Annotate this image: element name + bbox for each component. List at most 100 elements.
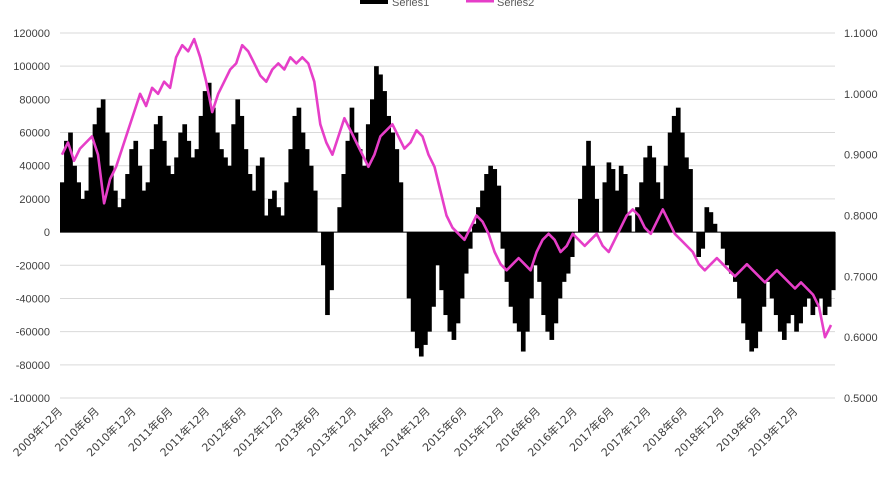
series1-bar bbox=[382, 91, 387, 233]
y-right-tick-label: 1.0000 bbox=[844, 89, 878, 101]
series1-bar bbox=[235, 99, 241, 233]
series1-bar bbox=[206, 82, 212, 233]
series1-bar bbox=[418, 232, 424, 357]
series1-bar bbox=[663, 165, 669, 233]
series1-bar bbox=[626, 215, 632, 233]
series1-bar bbox=[545, 232, 551, 332]
series1-bar bbox=[541, 232, 546, 316]
series1-bar bbox=[512, 232, 518, 324]
legend-label-series2: Series2 bbox=[497, 0, 534, 9]
series1-bar bbox=[325, 232, 330, 316]
series1-bar bbox=[520, 232, 526, 352]
series1-bar bbox=[72, 165, 77, 233]
series1-bar bbox=[300, 132, 306, 233]
series1-bar bbox=[802, 232, 808, 307]
series1-bar bbox=[643, 157, 648, 233]
y-left-tick-label: -20000 bbox=[16, 260, 50, 272]
series1-bar bbox=[773, 232, 779, 316]
series1-bar bbox=[610, 169, 616, 233]
series1-bar bbox=[586, 140, 591, 233]
series1-bar bbox=[414, 232, 420, 349]
series1-bar bbox=[431, 232, 436, 307]
y-left-tick-label: 0 bbox=[44, 227, 50, 239]
series1-bar bbox=[365, 124, 371, 233]
series1-bar bbox=[198, 115, 204, 233]
series1-bar bbox=[590, 165, 595, 233]
series1-bar bbox=[635, 207, 640, 233]
series1-bar bbox=[508, 232, 514, 307]
y-left-tick-label: 20000 bbox=[19, 194, 50, 206]
series1-bar bbox=[830, 232, 836, 291]
series1-bar bbox=[76, 182, 81, 233]
series1-bar bbox=[141, 190, 147, 233]
series1-bar bbox=[284, 182, 290, 233]
series1-bar bbox=[100, 99, 106, 233]
series1-bar bbox=[451, 232, 457, 340]
series1-bar bbox=[390, 132, 396, 233]
series1-bar bbox=[500, 232, 506, 249]
series1-bar bbox=[80, 198, 86, 233]
y-right-tick-label: 0.8000 bbox=[844, 211, 878, 223]
series1-bar bbox=[304, 149, 310, 233]
series1-bar bbox=[276, 207, 281, 233]
series1-bar bbox=[186, 140, 192, 233]
y-left-tick-label: 100000 bbox=[13, 61, 50, 73]
series1-bar bbox=[790, 232, 795, 316]
series1-bar bbox=[647, 145, 653, 233]
series1-bar bbox=[826, 232, 832, 307]
series1-bar bbox=[696, 232, 701, 257]
series1-bar bbox=[182, 124, 188, 233]
series1-bar bbox=[157, 115, 163, 233]
series1-bar bbox=[786, 232, 791, 324]
series1-bar bbox=[480, 190, 485, 233]
series1-bar bbox=[488, 165, 493, 233]
series1-bar bbox=[296, 107, 302, 233]
series1-bar bbox=[724, 232, 730, 266]
series1-bar bbox=[153, 124, 159, 233]
series1-bar bbox=[410, 232, 416, 332]
series1-bar bbox=[149, 149, 155, 233]
y-right-tick-label: 0.9000 bbox=[844, 150, 878, 162]
y-left-tick-label: -60000 bbox=[16, 327, 50, 339]
series1-bar bbox=[174, 157, 179, 233]
series1-bar bbox=[651, 157, 657, 233]
series1-bar bbox=[818, 232, 824, 299]
series1-bar bbox=[108, 165, 114, 233]
series1-bar bbox=[484, 174, 489, 233]
series1-bar bbox=[622, 174, 628, 233]
series1-bar bbox=[133, 140, 139, 233]
series1-bar bbox=[516, 232, 522, 332]
series1-bar bbox=[594, 198, 600, 233]
series1-bar bbox=[341, 174, 347, 233]
y-right-tick-label: 0.6000 bbox=[844, 332, 878, 344]
series2-line bbox=[60, 37, 833, 339]
series1-bar bbox=[492, 169, 498, 233]
y-left-tick-label: -100000 bbox=[10, 393, 50, 405]
series1-bar bbox=[312, 190, 318, 233]
series1-bar bbox=[443, 232, 449, 316]
series1-bar bbox=[704, 207, 710, 233]
series1-bar bbox=[223, 157, 228, 233]
series1-bar bbox=[569, 232, 575, 257]
series1-bar bbox=[765, 232, 771, 282]
series1-bar bbox=[292, 115, 298, 233]
series1-bar bbox=[737, 232, 742, 299]
series1-bar bbox=[361, 165, 367, 233]
series1-bar bbox=[602, 182, 608, 233]
series1-bar bbox=[794, 232, 799, 332]
series1-bar bbox=[227, 165, 232, 233]
series1-bar bbox=[255, 165, 261, 233]
y-left-tick-label: 40000 bbox=[19, 161, 50, 173]
series1-bar bbox=[777, 232, 783, 332]
series1-bar bbox=[618, 165, 624, 233]
series1-bar bbox=[121, 198, 126, 233]
series1-bar bbox=[427, 232, 432, 332]
series1-bar bbox=[761, 232, 767, 307]
series1-bar bbox=[92, 124, 98, 233]
series1-bar bbox=[671, 115, 677, 233]
series1-bar bbox=[781, 232, 787, 340]
series1-bar bbox=[210, 107, 216, 233]
series1-bar bbox=[684, 157, 689, 233]
series1-bar bbox=[769, 232, 775, 299]
series1-bar bbox=[378, 74, 383, 233]
